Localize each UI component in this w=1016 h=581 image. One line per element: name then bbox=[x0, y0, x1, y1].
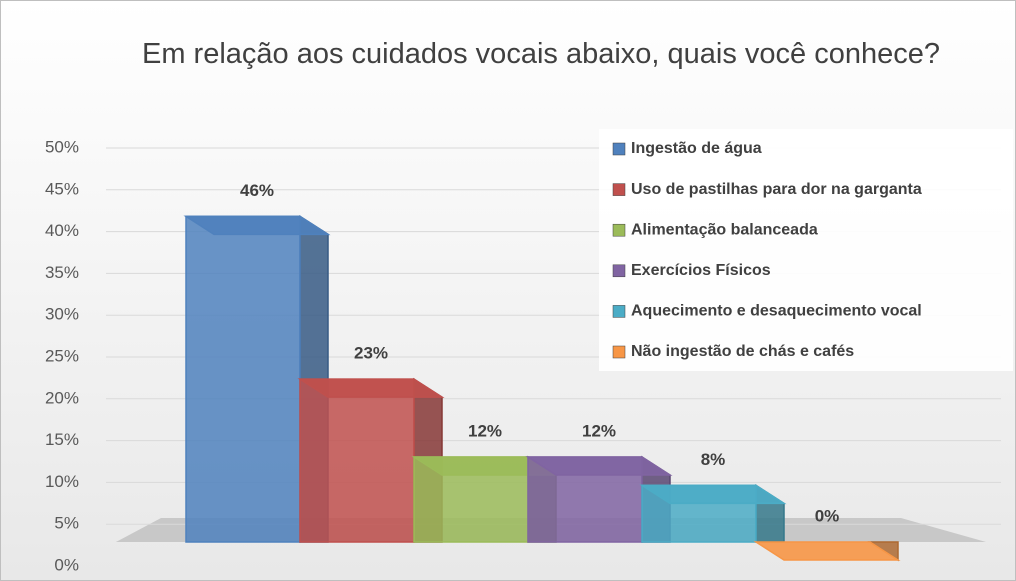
y-tick-label: 40% bbox=[45, 221, 79, 240]
bar-top bbox=[183, 215, 331, 236]
legend-label: Aquecimento e desaquecimento vocal bbox=[631, 303, 922, 320]
bar-top bbox=[639, 484, 787, 505]
y-tick-label: 30% bbox=[45, 305, 79, 324]
bar bbox=[185, 215, 301, 543]
data-label: 12% bbox=[582, 422, 616, 441]
data-label: 0% bbox=[815, 506, 840, 525]
legend-swatch bbox=[612, 305, 626, 318]
bar bbox=[299, 378, 415, 543]
y-tick-label: 5% bbox=[54, 514, 79, 533]
y-tick-label: 50% bbox=[45, 137, 79, 156]
bar-top bbox=[753, 541, 901, 561]
legend-swatch bbox=[612, 142, 626, 156]
y-tick-label: 35% bbox=[45, 263, 79, 282]
legend-box bbox=[599, 129, 1013, 371]
y-tick-label: 25% bbox=[45, 346, 79, 365]
legend-label: Uso de pastilhas para dor na garganta bbox=[631, 181, 922, 198]
y-tick-label: 45% bbox=[45, 179, 79, 198]
y-tick-label: 20% bbox=[45, 388, 79, 407]
legend-label: Exercícios Físicos bbox=[631, 262, 771, 279]
y-tick-label: 15% bbox=[45, 430, 79, 449]
bar-top bbox=[297, 378, 445, 398]
legend-label: Ingestão de água bbox=[631, 140, 762, 157]
data-label: 46% bbox=[240, 181, 274, 200]
chart-title: Em relação aos cuidados vocais abaixo, q… bbox=[142, 38, 940, 70]
legend-swatch bbox=[612, 264, 626, 278]
legend-swatch bbox=[612, 345, 626, 359]
legend-label: Não ingestão de chás e cafés bbox=[631, 343, 854, 360]
data-label: 8% bbox=[701, 450, 726, 469]
y-tick-label: 0% bbox=[54, 555, 79, 574]
data-label: 23% bbox=[354, 344, 388, 363]
bar-top bbox=[525, 456, 673, 476]
legend-swatch bbox=[612, 183, 626, 196]
data-label: 12% bbox=[468, 422, 502, 441]
legend-swatch bbox=[612, 223, 626, 237]
y-tick-label: 10% bbox=[45, 472, 79, 491]
legend-label: Alimentação balanceada bbox=[631, 221, 818, 238]
